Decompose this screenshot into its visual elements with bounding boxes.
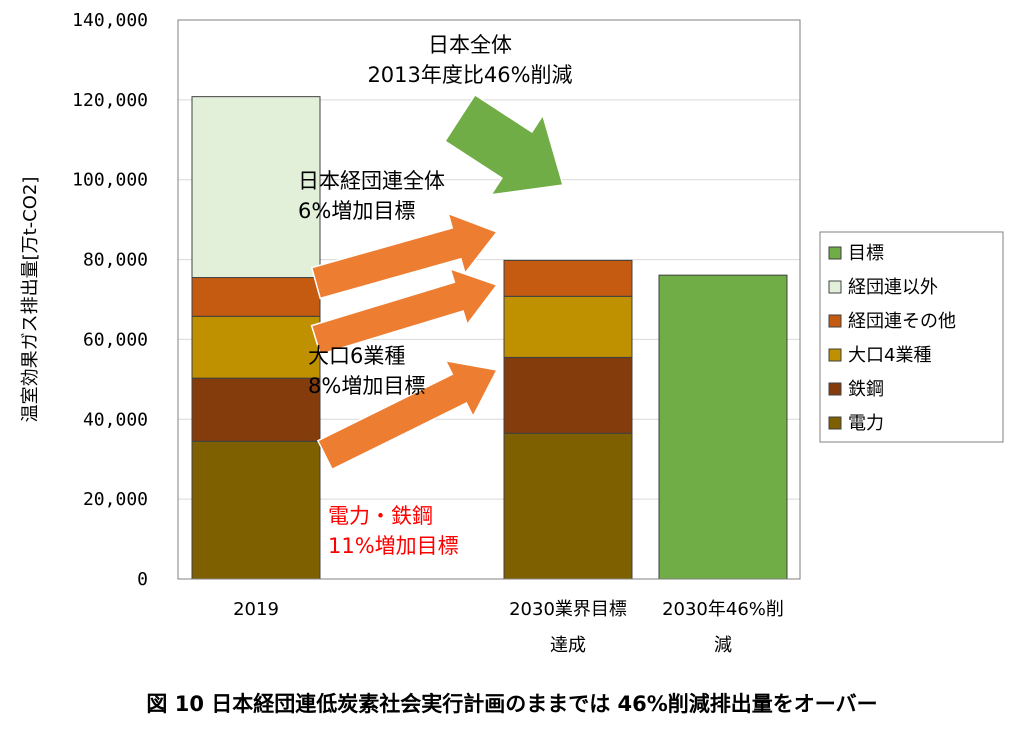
- bar-segment: [658, 274, 788, 580]
- x-category-label: 2019: [233, 599, 279, 620]
- bar-segment: [191, 315, 321, 379]
- legend-label: 経団連以外: [848, 277, 938, 298]
- legend-label: 鉄鋼: [848, 379, 884, 400]
- orange-arrow: [316, 359, 499, 471]
- legend-box: [819, 231, 1004, 443]
- y-tick-label: 100,000: [72, 170, 148, 191]
- y-tick-label: 20,000: [83, 489, 148, 510]
- plot-frame: [177, 19, 801, 580]
- legend-label: 目標: [848, 243, 884, 264]
- annotation-text: 日本全体: [428, 33, 512, 57]
- orange-arrow: [310, 212, 499, 300]
- bar-segment: [191, 96, 321, 279]
- bar-segment: [503, 432, 633, 580]
- legend-label: 電力: [848, 413, 884, 434]
- annotation-text: 大口6業種: [308, 344, 405, 368]
- legend-swatch: [828, 416, 842, 430]
- annotation-text: 電力・鉄鋼: [328, 504, 433, 528]
- x-category-label: 2030業界目標: [509, 599, 627, 620]
- annotation-text: 2013年度比46%削減: [367, 63, 572, 87]
- legend-swatch: [828, 246, 842, 260]
- annotation-text: 11%増加目標: [328, 534, 459, 558]
- bar-segment: [503, 259, 633, 297]
- legend-swatch: [828, 348, 842, 362]
- y-axis-label: 温室効果ガス排出量[万t-CO2]: [20, 177, 41, 423]
- legend-swatch: [828, 280, 842, 294]
- y-tick-label: 80,000: [83, 250, 148, 271]
- green-arrow: [443, 93, 564, 196]
- figure-caption: 図 10 日本経団連低炭素社会実行計画のままでは 46%削減排出量をオーバー: [146, 692, 878, 716]
- y-tick-label: 40,000: [83, 409, 148, 430]
- y-tick-label: 120,000: [72, 90, 148, 111]
- y-tick-label: 0: [137, 569, 148, 590]
- x-category-label: 減: [714, 635, 732, 656]
- orange-arrow: [310, 267, 499, 356]
- bar-segment: [503, 295, 633, 358]
- legend-swatch: [828, 382, 842, 396]
- x-category-label: 2030年46%削: [662, 599, 784, 620]
- annotation-text: 6%増加目標: [298, 199, 415, 223]
- bar-segment: [503, 356, 633, 434]
- annotation-text: 8%増加目標: [308, 374, 425, 398]
- legend-label: 大口4業種: [848, 345, 931, 366]
- annotation-text: 日本経団連全体: [298, 169, 445, 193]
- bar-segment: [191, 277, 321, 317]
- x-category-label: 達成: [550, 635, 586, 656]
- legend-label: 経団連その他: [848, 311, 956, 332]
- bar-segment: [191, 377, 321, 442]
- legend-swatch: [828, 314, 842, 328]
- y-tick-label: 60,000: [83, 329, 148, 350]
- chart: 0 20,000 40,000 60,000 80,000 100,000 120,000 1…: [20, 10, 1004, 656]
- y-tick-label: 140,000: [72, 10, 148, 31]
- bar-segment: [191, 440, 321, 580]
